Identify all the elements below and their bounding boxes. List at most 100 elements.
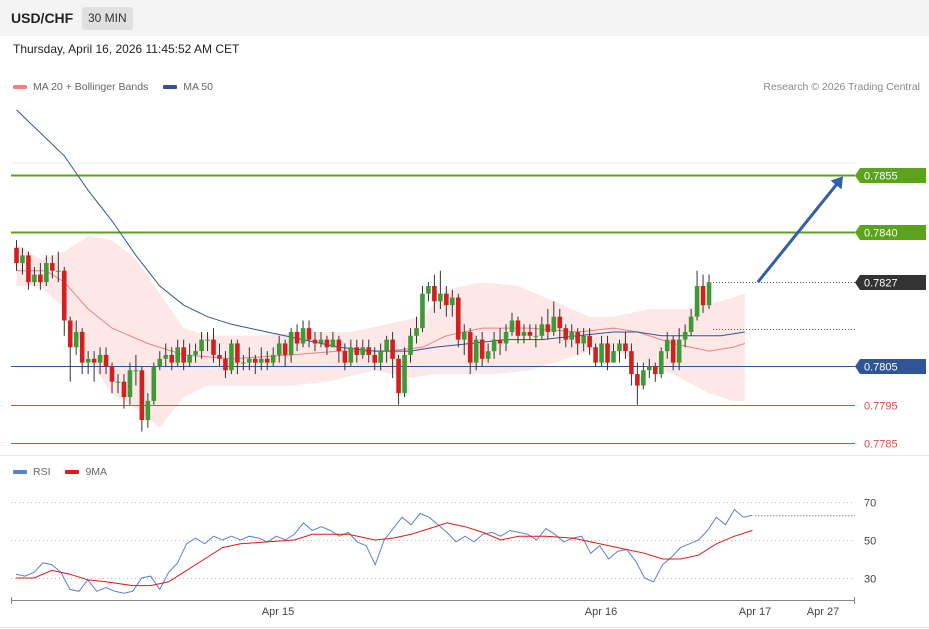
legend-label-ma50: MA 50 xyxy=(183,81,213,93)
candle xyxy=(14,240,19,271)
candle-body xyxy=(157,358,163,367)
candle xyxy=(533,324,539,348)
candle xyxy=(103,347,109,375)
candles xyxy=(14,240,712,432)
legend-item-rsi: RSI xyxy=(13,466,51,478)
level-tag-0.7855 xyxy=(855,168,926,183)
toolbar: USD/CHF 30 MIN xyxy=(0,0,929,36)
x-tick-label: Apr 15 xyxy=(262,606,294,618)
candle xyxy=(467,328,473,375)
candle-body xyxy=(461,331,467,340)
candle-body xyxy=(38,274,43,283)
candle-body xyxy=(318,339,324,344)
candle-body xyxy=(617,343,622,352)
candle-body xyxy=(563,328,569,340)
candle xyxy=(26,251,31,290)
candle-body xyxy=(706,282,712,306)
candle-body xyxy=(32,274,37,283)
candle xyxy=(581,328,586,352)
level-label-0.7795: 0.7795 xyxy=(864,401,898,413)
candle xyxy=(366,339,372,363)
candle xyxy=(318,331,324,348)
candle-body xyxy=(127,370,133,398)
candle-body xyxy=(139,370,145,421)
level-tag-0.7827 xyxy=(855,275,926,290)
candle-body xyxy=(521,331,527,336)
candle xyxy=(175,339,180,367)
candle xyxy=(157,351,163,371)
candle xyxy=(623,331,628,359)
candle xyxy=(515,316,521,344)
candle-body xyxy=(193,351,198,355)
timeframe-badge[interactable]: 30 MIN xyxy=(82,7,133,30)
candle xyxy=(647,358,652,378)
rsi-line xyxy=(15,508,753,594)
candle-body xyxy=(205,339,210,341)
candle-body xyxy=(408,335,413,355)
candle-body xyxy=(229,343,234,371)
legend-label-9ma: 9MA xyxy=(85,466,108,478)
candle xyxy=(282,339,288,367)
projection-arrow-head xyxy=(830,176,844,190)
candle-body xyxy=(545,324,551,332)
candle xyxy=(91,351,97,382)
candle-body xyxy=(175,347,180,363)
candle xyxy=(593,343,598,367)
candle xyxy=(676,328,682,371)
candle-body xyxy=(360,347,366,355)
candle-body xyxy=(515,320,521,336)
x-tick-label: Apr 16 xyxy=(585,606,617,618)
candle-body xyxy=(414,328,419,336)
candle-body xyxy=(258,358,264,363)
candle xyxy=(682,324,688,348)
candle-body xyxy=(402,354,407,394)
candle-body xyxy=(241,362,246,364)
candle-body xyxy=(569,331,575,340)
candle-body xyxy=(217,354,222,359)
level-tag-0.7840 xyxy=(855,225,926,240)
candle xyxy=(670,335,676,371)
candle xyxy=(187,343,192,367)
candle-body xyxy=(181,347,186,363)
candle-body xyxy=(676,339,682,363)
candle xyxy=(169,347,175,371)
candle xyxy=(55,251,61,283)
candle-body xyxy=(282,343,288,355)
candle-body xyxy=(187,354,192,363)
candle-body xyxy=(688,316,694,332)
candle xyxy=(199,331,204,359)
candle-body xyxy=(557,316,563,329)
candle xyxy=(557,309,563,344)
candle-body xyxy=(426,286,431,294)
legend-swatch-rsi xyxy=(13,470,27,475)
candle-body xyxy=(587,335,592,348)
rsi-pane: 70 50 30 Apr 15 Apr 16 Apr 17 Apr 27 xyxy=(11,498,876,618)
candle-body xyxy=(199,339,204,352)
candle-body xyxy=(247,358,252,363)
candle xyxy=(223,351,228,378)
legend-label-ma20: MA 20 + Bollinger Bands xyxy=(33,81,149,93)
candle-body xyxy=(473,339,479,363)
candle xyxy=(253,354,258,375)
candle-body xyxy=(652,366,658,375)
candle xyxy=(193,343,198,363)
candle xyxy=(312,331,318,352)
candle-body xyxy=(664,339,670,352)
candle xyxy=(605,335,610,371)
candle xyxy=(258,347,264,371)
candle-body xyxy=(115,381,121,383)
candle xyxy=(551,301,557,336)
candle xyxy=(444,286,449,317)
candle-body xyxy=(682,331,688,340)
candle xyxy=(121,374,127,409)
candle-body xyxy=(103,354,109,367)
candle-body xyxy=(599,343,604,363)
candle-body xyxy=(61,270,67,321)
candle-body xyxy=(533,335,539,337)
candle-body xyxy=(497,339,503,344)
candle-body xyxy=(276,343,282,355)
candle-body xyxy=(151,366,157,401)
candle-body xyxy=(432,286,437,302)
candle xyxy=(455,293,461,348)
